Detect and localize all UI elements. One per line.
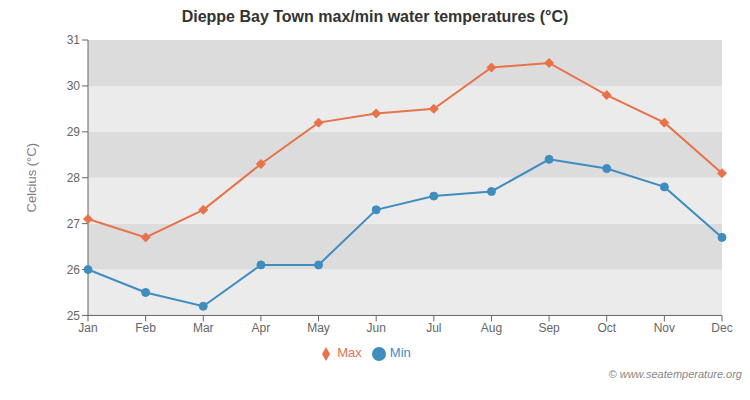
html-text:Min: Min [389, 345, 411, 361]
svg-text:May: May [307, 321, 330, 335]
svg-text:Dec: Dec [711, 321, 732, 335]
svg-text:Aug: Aug [481, 321, 502, 335]
svg-text:25: 25 [67, 309, 81, 323]
html-text:Dieppe Bay Town max/min water: Dieppe Bay Town max/min water temperatur… [181, 8, 569, 25]
svg-text:Oct: Oct [597, 321, 616, 335]
svg-text:30: 30 [67, 79, 81, 93]
svg-text:31: 31 [67, 33, 81, 47]
svg-text:Jul: Jul [426, 321, 441, 335]
svg-text:Apr: Apr [252, 321, 271, 335]
svg-text:28: 28 [67, 171, 81, 185]
svg-text:Mar: Mar [193, 321, 214, 335]
svg-text:27: 27 [67, 217, 81, 231]
html-text:© www.seatemperature.org: © www.seatemperature.org [608, 368, 742, 380]
svg-text:Jan: Jan [78, 321, 97, 335]
svg-text:Feb: Feb [135, 321, 156, 335]
svg-text:Jun: Jun [367, 321, 386, 335]
svg-text:26: 26 [67, 263, 81, 277]
svg-text:Sep: Sep [538, 321, 560, 335]
svg-text:Celcius (°C): Celcius (°C) [24, 143, 39, 212]
html-text:Max: Max [337, 345, 362, 361]
svg-text:29: 29 [67, 125, 81, 139]
svg-text:Nov: Nov [654, 321, 675, 335]
